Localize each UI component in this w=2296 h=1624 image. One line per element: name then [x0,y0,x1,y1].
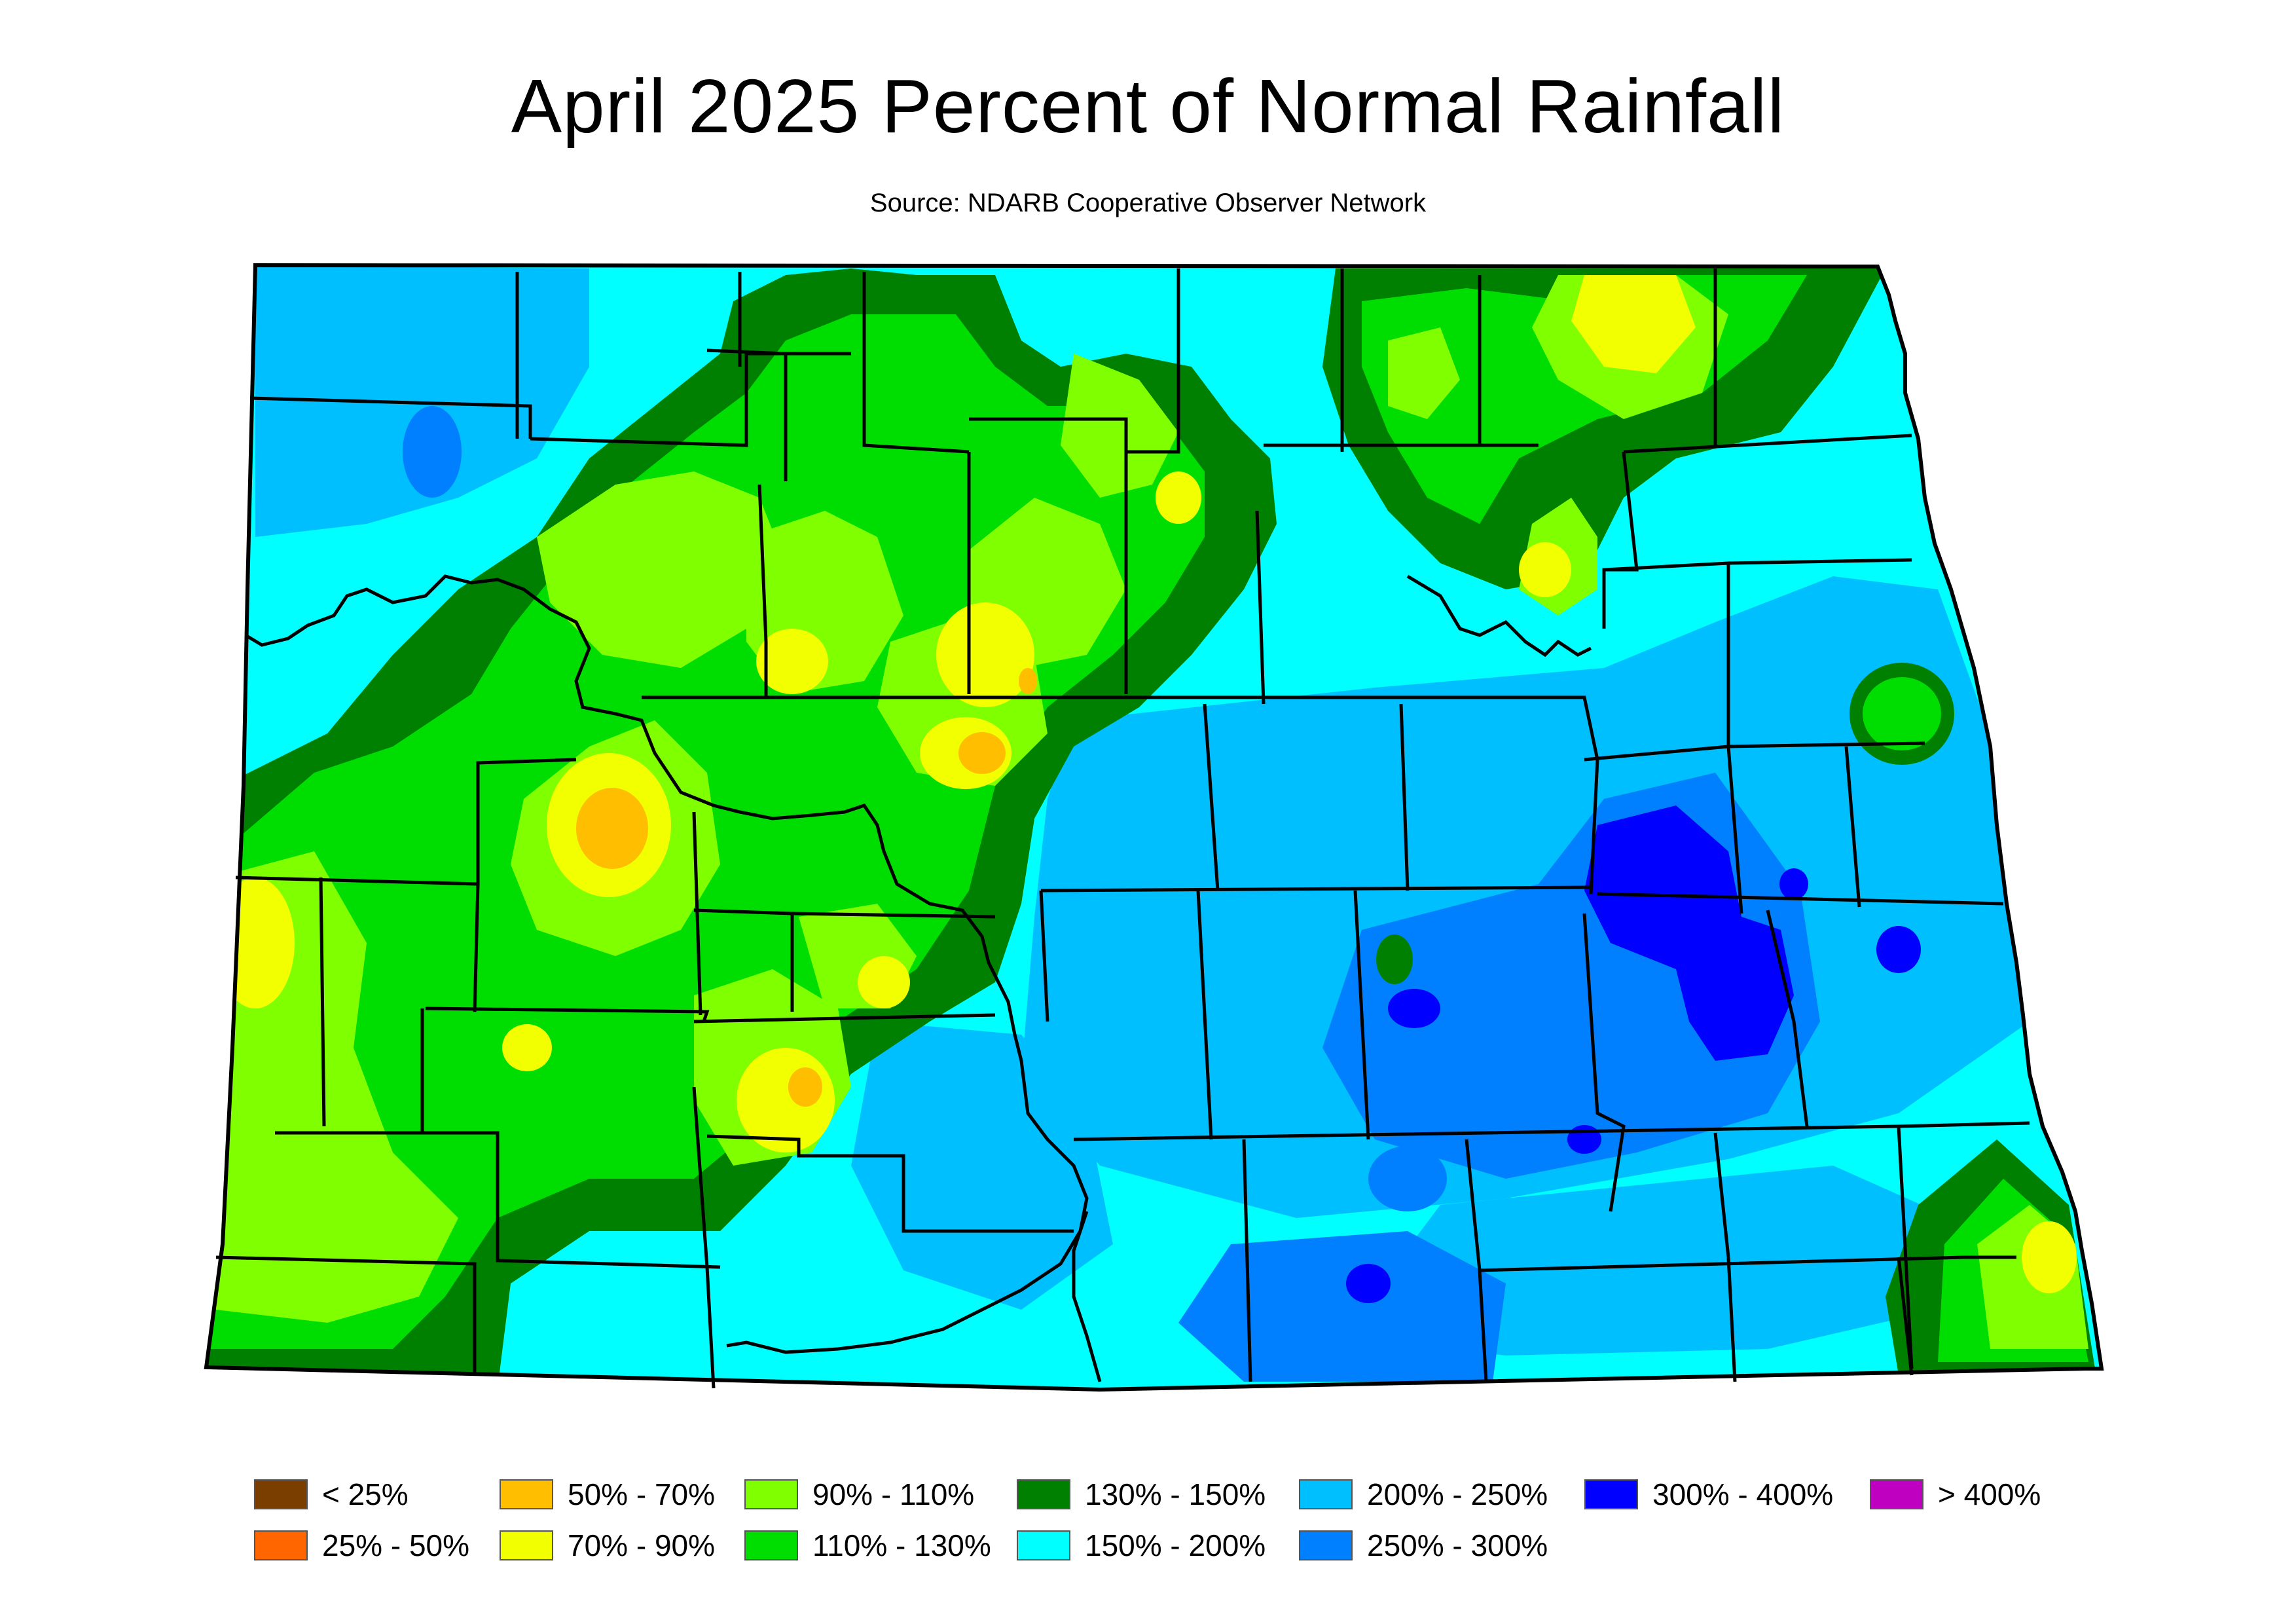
legend-item-300-400: 300% - 400% [1584,1476,1833,1513]
legend-label: 200% - 250% [1367,1477,1548,1511]
rainfall-contours [206,265,2102,1390]
legend-item-25-50: 25% - 50% [254,1527,469,1564]
legend-item-150-200: 150% - 200% [1017,1527,1266,1564]
legend-item-lt25: < 25% [254,1476,409,1513]
legend-swatch [1299,1479,1353,1509]
legend-swatch [500,1530,553,1560]
legend-label: 90% - 110% [812,1477,975,1511]
county-boundaries [215,268,2030,1389]
legend-swatch [254,1479,308,1509]
legend-swatch [744,1530,798,1560]
legend-swatch [1017,1530,1070,1560]
legend-item-200-250: 200% - 250% [1299,1476,1548,1513]
map-title: April 2025 Percent of Normal Rainfall [511,64,1785,149]
legend-label: < 25% [322,1477,409,1511]
legend-swatch [254,1530,308,1560]
contour-50-70 [576,668,1037,1107]
river-lines [244,574,1592,1382]
legend-item-gt400: > 400% [1870,1476,2041,1513]
legend-label: 50% - 70% [568,1477,716,1511]
legend-swatch [744,1479,798,1509]
legend-label: 300% - 400% [1652,1477,1834,1511]
legend-label: 250% - 300% [1367,1528,1548,1562]
legend-item-90-110: 90% - 110% [744,1476,974,1513]
legend-label: > 400% [1938,1477,2041,1511]
legend-item-250-300: 250% - 300% [1299,1527,1548,1564]
legend-item-110-130: 110% - 130% [744,1527,991,1564]
legend-label: 110% - 130% [812,1528,991,1562]
legend-swatch [1299,1530,1353,1560]
legend-item-130-150: 130% - 150% [1017,1476,1266,1513]
legend-label: 150% - 200% [1085,1528,1266,1562]
legend-label: 25% - 50% [322,1528,470,1562]
legend-label: 70% - 90% [568,1528,716,1562]
legend-swatch [1017,1479,1070,1509]
legend-swatch [1870,1479,1923,1509]
legend-swatch [500,1479,553,1509]
legend-swatch [1584,1479,1638,1509]
legend-item-70-90: 70% - 90% [500,1527,715,1564]
legend-label: 130% - 150% [1085,1477,1266,1511]
legend-item-50-70: 50% - 70% [500,1476,715,1513]
map-source: Source: NDARB Cooperative Observer Netwo… [869,189,1427,217]
state-outline [204,263,2104,1392]
